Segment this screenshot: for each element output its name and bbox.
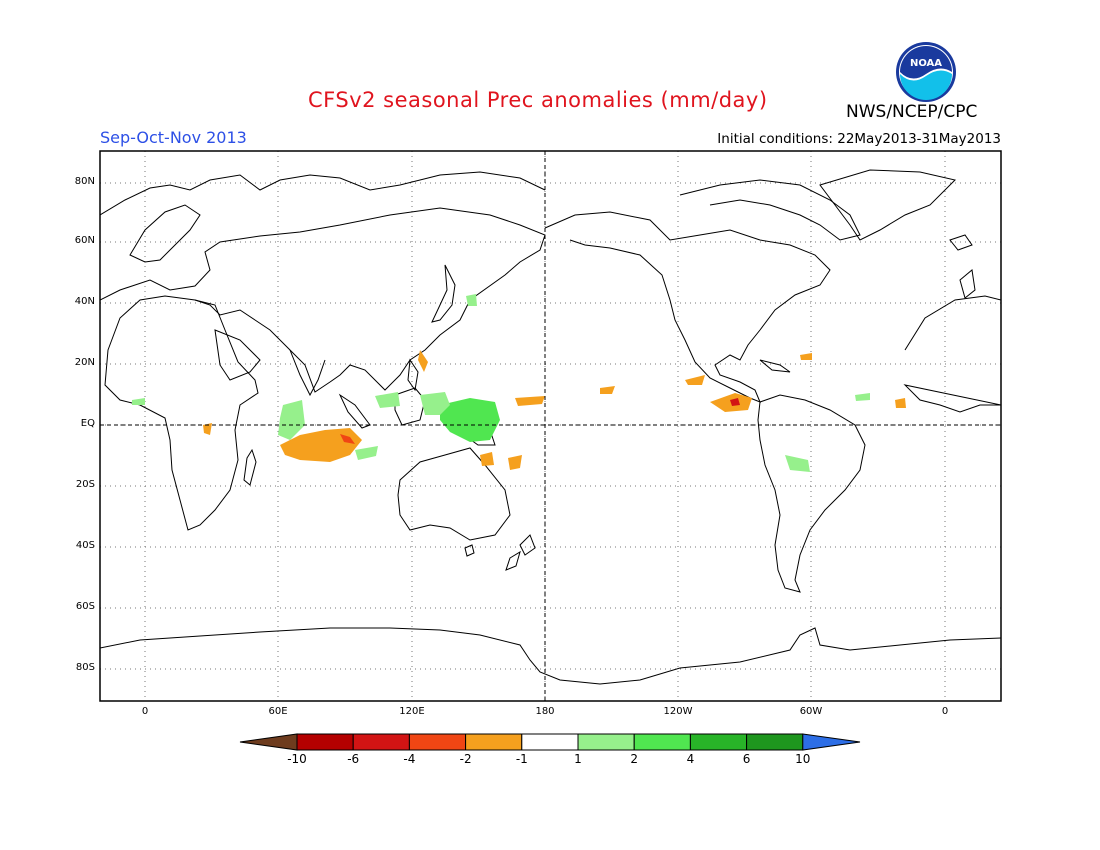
anomaly-wet-atlantic xyxy=(855,393,870,401)
coast-africa-right xyxy=(903,295,1001,413)
coast-philippines xyxy=(407,358,419,392)
coast-madagascar xyxy=(243,448,257,486)
noaa-logo-icon: NOAA xyxy=(896,42,956,102)
anomaly-dry-dateline-north xyxy=(515,396,545,406)
colorbar-extend-low xyxy=(239,733,298,751)
anomaly-dry-dateline-south xyxy=(508,455,522,470)
colorbar-tick-label: -2 xyxy=(459,752,472,766)
anomaly-dry-core-indian-ocean xyxy=(340,434,355,444)
colorbar-tick-label: -6 xyxy=(347,752,360,766)
coast-japan xyxy=(431,264,456,323)
coast-new-zealand xyxy=(505,534,536,571)
lat-tick-label: 20S xyxy=(75,479,95,490)
lon-tick-label: 120E xyxy=(399,706,425,717)
colorbar-tick-label: 10 xyxy=(795,752,811,766)
colorbar-tick-label: -10 xyxy=(287,752,307,766)
lat-tick-label: 60S xyxy=(75,601,95,612)
coast-iceland xyxy=(949,234,973,251)
colorbar-tick-label: 4 xyxy=(686,752,695,766)
coast-north-america xyxy=(544,211,831,403)
anomaly-dry-caribbean xyxy=(800,353,812,360)
anomaly-dry-png xyxy=(480,452,494,466)
lat-tick-label: 80N xyxy=(74,176,95,187)
anomaly-wet-maritime-outer xyxy=(420,392,450,415)
lon-tick-label: 180 xyxy=(535,706,555,717)
lon-tick-label: 0 xyxy=(941,706,949,717)
colorbar-tick-label: 2 xyxy=(630,752,638,766)
coast-antarctica xyxy=(100,627,1001,685)
colorbar-segment xyxy=(352,733,410,751)
coast-arabia xyxy=(214,329,261,381)
anomaly-wet-west-indian-ocean xyxy=(278,400,305,440)
coast-caribbean xyxy=(759,359,791,373)
coast-sumatra xyxy=(338,393,371,429)
colorbar-segment xyxy=(689,733,748,751)
lat-tick-label: 40N xyxy=(74,296,95,307)
colorbar-segment xyxy=(633,733,691,751)
anomaly-dry-east-pacific-core xyxy=(730,398,740,406)
colorbar-segment xyxy=(408,733,467,751)
agency-label: NWS/NCEP/CPC xyxy=(846,102,978,122)
coast-eurasia xyxy=(100,207,546,393)
anomaly-dry-west-pacific xyxy=(418,350,428,372)
coast-india xyxy=(289,349,326,397)
lat-tick-label: 80S xyxy=(75,662,95,673)
lon-tick-label: 60W xyxy=(799,706,823,717)
logo-text: NOAA xyxy=(910,58,942,69)
colorbar-segment xyxy=(746,733,804,751)
anomaly-wet-bay-of-bengal xyxy=(375,392,400,408)
anomaly-shading xyxy=(132,294,906,472)
anomaly-wet-northwest-pacific xyxy=(466,294,477,306)
anomaly-dry-africa xyxy=(203,423,212,435)
anomaly-wet-south-america xyxy=(785,455,810,472)
lat-tick-label: 20N xyxy=(74,357,95,368)
coast-canada-arctic xyxy=(679,179,861,241)
map-frame xyxy=(99,150,1002,702)
colorbar-segment xyxy=(577,733,635,751)
anomaly-dry-central-pacific xyxy=(600,386,615,394)
coast-europe-north xyxy=(100,171,546,216)
coast-south-america xyxy=(757,394,866,593)
lat-tick-label: 60N xyxy=(74,235,95,246)
anomaly-dry-mexico-coast xyxy=(685,375,705,385)
coast-greenland xyxy=(819,169,956,241)
anomaly-wet-africa-west xyxy=(132,398,145,405)
colorbar-segment xyxy=(296,733,354,751)
coast-scandinavia xyxy=(129,204,201,263)
coast-australia xyxy=(397,447,511,541)
lat-tick-label: 40S xyxy=(75,540,95,551)
anomaly-wet-maritime xyxy=(440,398,500,442)
season-label: Sep-Oct-Nov 2013 xyxy=(100,128,247,147)
map-background xyxy=(100,151,1001,701)
coast-tasmania xyxy=(464,544,475,557)
anomaly-wet-timor xyxy=(355,446,378,460)
colorbar-segment xyxy=(521,733,579,751)
lon-tick-label: 120W xyxy=(663,706,693,717)
coast-britain xyxy=(959,269,976,299)
lon-tick-label: 0 xyxy=(141,706,149,717)
colorbar-tick-label: 6 xyxy=(742,752,751,766)
colorbar-tick-label: -4 xyxy=(403,752,416,766)
lon-tick-label: 60E xyxy=(268,706,288,717)
colorbar-tick-label: 1 xyxy=(574,752,582,766)
colorbar-segment xyxy=(465,733,523,751)
chart-title: CFSv2 seasonal Prec anomalies (mm/day) xyxy=(308,88,768,112)
colorbar-tick-label: -1 xyxy=(515,752,528,766)
lat-tick-label: EQ xyxy=(80,418,95,429)
initial-conditions-label: Initial conditions: 22May2013-31May2013 xyxy=(717,131,1001,147)
colorbar-extend-high xyxy=(802,733,861,751)
anomaly-dry-atlantic xyxy=(895,398,906,408)
